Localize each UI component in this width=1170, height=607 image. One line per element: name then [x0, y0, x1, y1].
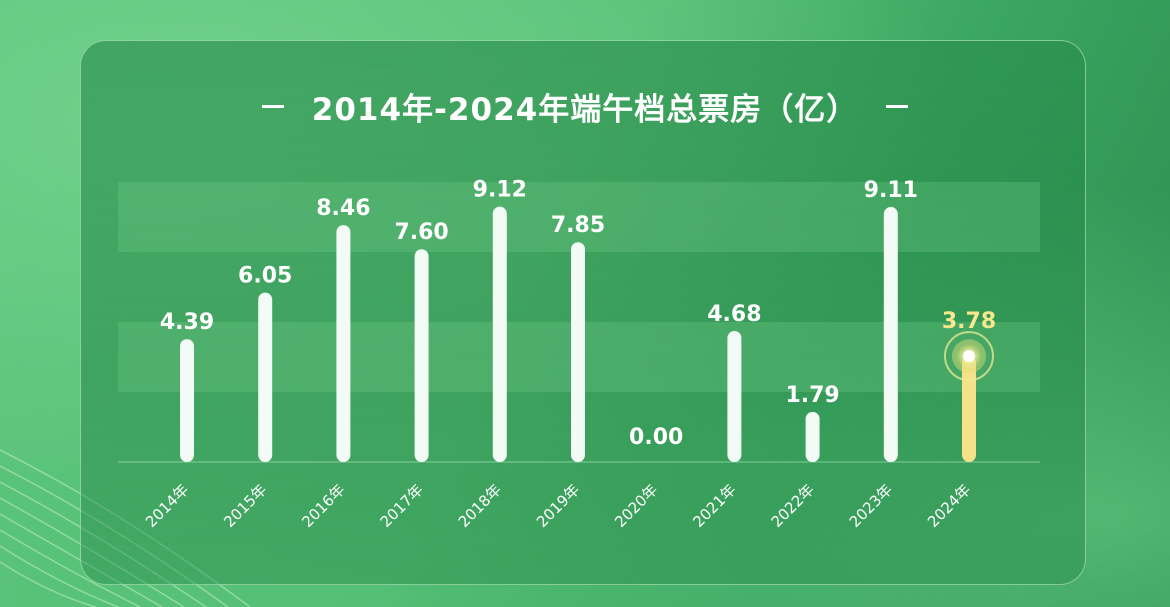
- value-label-2014年: 4.39: [160, 310, 214, 335]
- value-label-2016年: 8.46: [316, 196, 370, 221]
- highlight-ring-outer: [944, 331, 994, 382]
- x-tick-label-2024年: 2024年: [924, 481, 974, 531]
- highlight-marker-group: [944, 331, 994, 382]
- value-label-2015年: 6.05: [238, 264, 292, 289]
- highlight-dot: [963, 350, 975, 363]
- value-label-2024年: 3.78: [942, 309, 996, 334]
- x-tick-label-2023年: 2023年: [846, 481, 896, 531]
- x-tick-label-2019年: 2019年: [533, 481, 583, 531]
- value-label-2018年: 9.12: [473, 178, 527, 203]
- x-tick-label-2016年: 2016年: [298, 481, 348, 531]
- x-tick-label-2021年: 2021年: [689, 481, 739, 531]
- x-tick-label-2017年: 2017年: [377, 481, 427, 531]
- x-tick-labels-group: 2014年 2015年 2016年 2017年 2018年 2019年 2020年 2021年…: [142, 481, 974, 531]
- bar-2022年: [805, 411, 820, 462]
- bar-2024年: [962, 356, 976, 462]
- bar-2023年: [883, 206, 898, 462]
- value-label-2022年: 1.79: [785, 383, 839, 408]
- value-label-2021年: 4.68: [707, 302, 761, 327]
- title-row: 2014年-2024年端午档总票房（亿）: [0, 82, 1170, 130]
- bar-2017年: [414, 249, 429, 462]
- x-tick-label-2022年: 2022年: [768, 481, 818, 531]
- bars-group: [180, 206, 976, 462]
- bar-2019年: [571, 242, 585, 462]
- bar-2021年: [727, 330, 742, 462]
- value-label-2019年: 7.85: [551, 213, 605, 238]
- value-label-2020年: 0.00: [629, 425, 683, 450]
- value-labels-group: 4.39 6.05 8.46 7.60 9.12 7.85 0.00 4.68 1.79 9.11…: [160, 178, 996, 450]
- x-tick-label-2014年: 2014年: [142, 481, 192, 531]
- bar-2016年: [336, 225, 351, 462]
- chart-title: 2014年-2024年端午档总票房（亿）: [311, 91, 859, 128]
- title-dash-right: [886, 104, 909, 108]
- bar-2014年: [180, 339, 194, 462]
- value-label-2023年: 9.11: [864, 178, 918, 203]
- value-label-2017年: 7.60: [394, 220, 448, 245]
- bar-2015年: [258, 292, 273, 462]
- x-tick-label-2018年: 2018年: [455, 481, 505, 531]
- x-tick-label-2020年: 2020年: [611, 481, 661, 531]
- bar-2018年: [492, 206, 507, 462]
- x-tick-label-2015年: 2015年: [220, 481, 270, 531]
- title-dash-left: [261, 104, 284, 108]
